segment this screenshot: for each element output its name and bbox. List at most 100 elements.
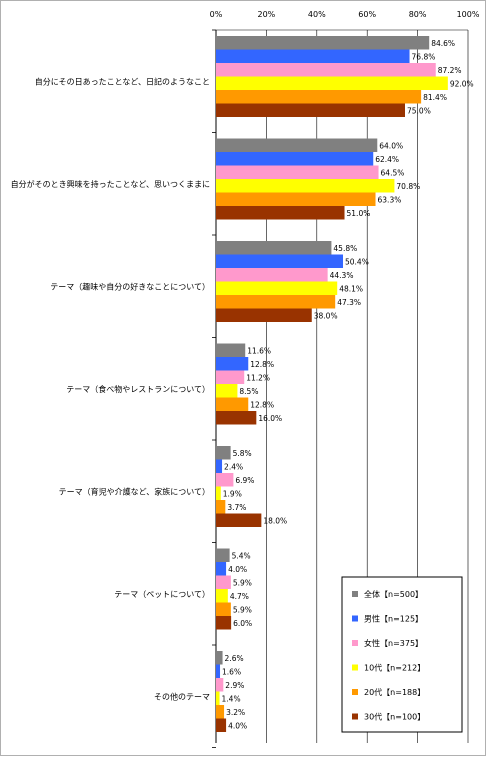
bar: [216, 589, 228, 603]
bar: [216, 295, 336, 309]
bar: [216, 562, 227, 576]
data-label: 1.6%: [222, 668, 241, 677]
data-label: 6.0%: [233, 619, 252, 628]
category-label: テーマ（育児や介護など、家族について）: [59, 486, 210, 496]
data-label: 5.4%: [232, 552, 251, 561]
legend-swatch: [352, 664, 358, 671]
data-label: 76.8%: [412, 53, 436, 62]
data-label: 11.2%: [246, 374, 270, 383]
x-tick-label: 100%: [457, 10, 480, 19]
legend-label: 女性【n=375】: [364, 638, 423, 648]
legend-swatch: [352, 615, 358, 622]
data-label: 47.3%: [337, 298, 361, 307]
data-label: 63.3%: [378, 196, 402, 205]
bar: [216, 705, 225, 719]
data-label: 84.6%: [431, 39, 455, 48]
legend-label: 10代【n=212】: [364, 663, 425, 673]
bar: [216, 308, 312, 322]
x-tick-label: 80%: [409, 10, 427, 19]
bar: [216, 691, 220, 705]
data-label: 38.0%: [314, 312, 338, 321]
bar: [216, 76, 448, 90]
category-label: その他のテーマ: [154, 691, 210, 701]
data-label: 2.4%: [224, 463, 243, 472]
legend-swatch: [352, 591, 358, 597]
bar: [216, 446, 231, 460]
legend-swatch: [352, 689, 358, 695]
data-label: 3.7%: [227, 503, 246, 512]
bar: [216, 90, 422, 104]
data-label: 5.9%: [233, 606, 252, 615]
data-label: 92.0%: [450, 80, 474, 89]
data-label: 16.0%: [258, 414, 282, 423]
bar: [216, 473, 234, 487]
bar: [216, 513, 262, 527]
data-label: 4.0%: [228, 565, 247, 574]
bar: [216, 602, 231, 616]
category-label: 自分がそのとき興味を持ったことなど、思いつくままに: [11, 179, 210, 189]
bar: [216, 165, 379, 179]
bar: [216, 384, 238, 398]
legend-box: [341, 576, 463, 733]
bar: [216, 678, 224, 692]
data-label: 6.9%: [235, 476, 254, 485]
bar: [216, 486, 221, 500]
bar: [216, 411, 257, 425]
data-label: 81.4%: [423, 93, 447, 102]
data-label: 2.9%: [225, 681, 244, 690]
bar: [216, 459, 223, 473]
bar: [216, 36, 430, 50]
legend-swatch: [352, 713, 358, 720]
category-label: テーマ（ペットについて）: [114, 590, 210, 599]
data-label: 4.7%: [230, 592, 249, 601]
data-label: 62.4%: [375, 155, 399, 164]
data-label: 8.5%: [239, 387, 258, 396]
category-labels: 自分にその日あったことなど、日記のようなこと自分がそのとき興味を持ったことなど、…: [11, 76, 210, 701]
bar: [216, 241, 332, 255]
data-label: 12.8%: [250, 401, 274, 410]
value-labels: 84.6% 76.8%87.2% 92.0%81.4% 75.0% 64.0% 62.4%…: [222, 39, 474, 731]
bar: [216, 343, 246, 357]
data-label: 4.0%: [228, 722, 247, 731]
legend-label: 20代【n=188】: [364, 687, 425, 697]
bar: [216, 138, 378, 152]
bar: [216, 616, 232, 630]
data-label: 51.0%: [347, 209, 371, 218]
data-label: 64.5%: [381, 169, 405, 178]
x-tick-label: 0%: [210, 10, 223, 19]
category-label: 自分にその日あったことなど、日記のようなこと: [35, 76, 210, 86]
bar: [216, 718, 227, 732]
bar: [216, 206, 345, 220]
data-label: 87.2%: [438, 66, 462, 75]
bar: [216, 49, 410, 63]
data-label: 3.2%: [226, 708, 245, 717]
bar: [216, 179, 395, 193]
data-label: 18.0%: [263, 517, 287, 526]
data-label: 48.1%: [339, 285, 363, 294]
data-label: 5.8%: [233, 449, 252, 458]
bar: [216, 152, 374, 166]
data-label: 44.3%: [330, 271, 354, 280]
bar: [216, 254, 344, 268]
data-label: 2.6%: [225, 654, 244, 663]
legend-swatch: [352, 640, 358, 646]
legend: 全体【n=500】男性【n=125】女性【n=375】 10代【n=212】 20代…: [341, 576, 463, 733]
data-label: 5.9%: [233, 579, 252, 588]
bar: [216, 103, 405, 117]
bar: [216, 397, 249, 411]
bar: [216, 548, 230, 562]
x-tick-label: 40%: [308, 10, 326, 19]
legend-label: 全体【n=500】: [364, 589, 423, 599]
data-label: 12.8%: [250, 360, 274, 369]
data-label: 50.4%: [345, 258, 369, 267]
data-label: 1.4%: [222, 695, 241, 704]
data-label: 70.8%: [396, 182, 420, 191]
bar: [216, 281, 338, 295]
bar: [216, 370, 245, 384]
legend-label: 30代【n=100】: [364, 712, 425, 722]
bar: [216, 500, 226, 514]
bar: [216, 63, 436, 77]
data-label: 45.8%: [333, 244, 357, 253]
